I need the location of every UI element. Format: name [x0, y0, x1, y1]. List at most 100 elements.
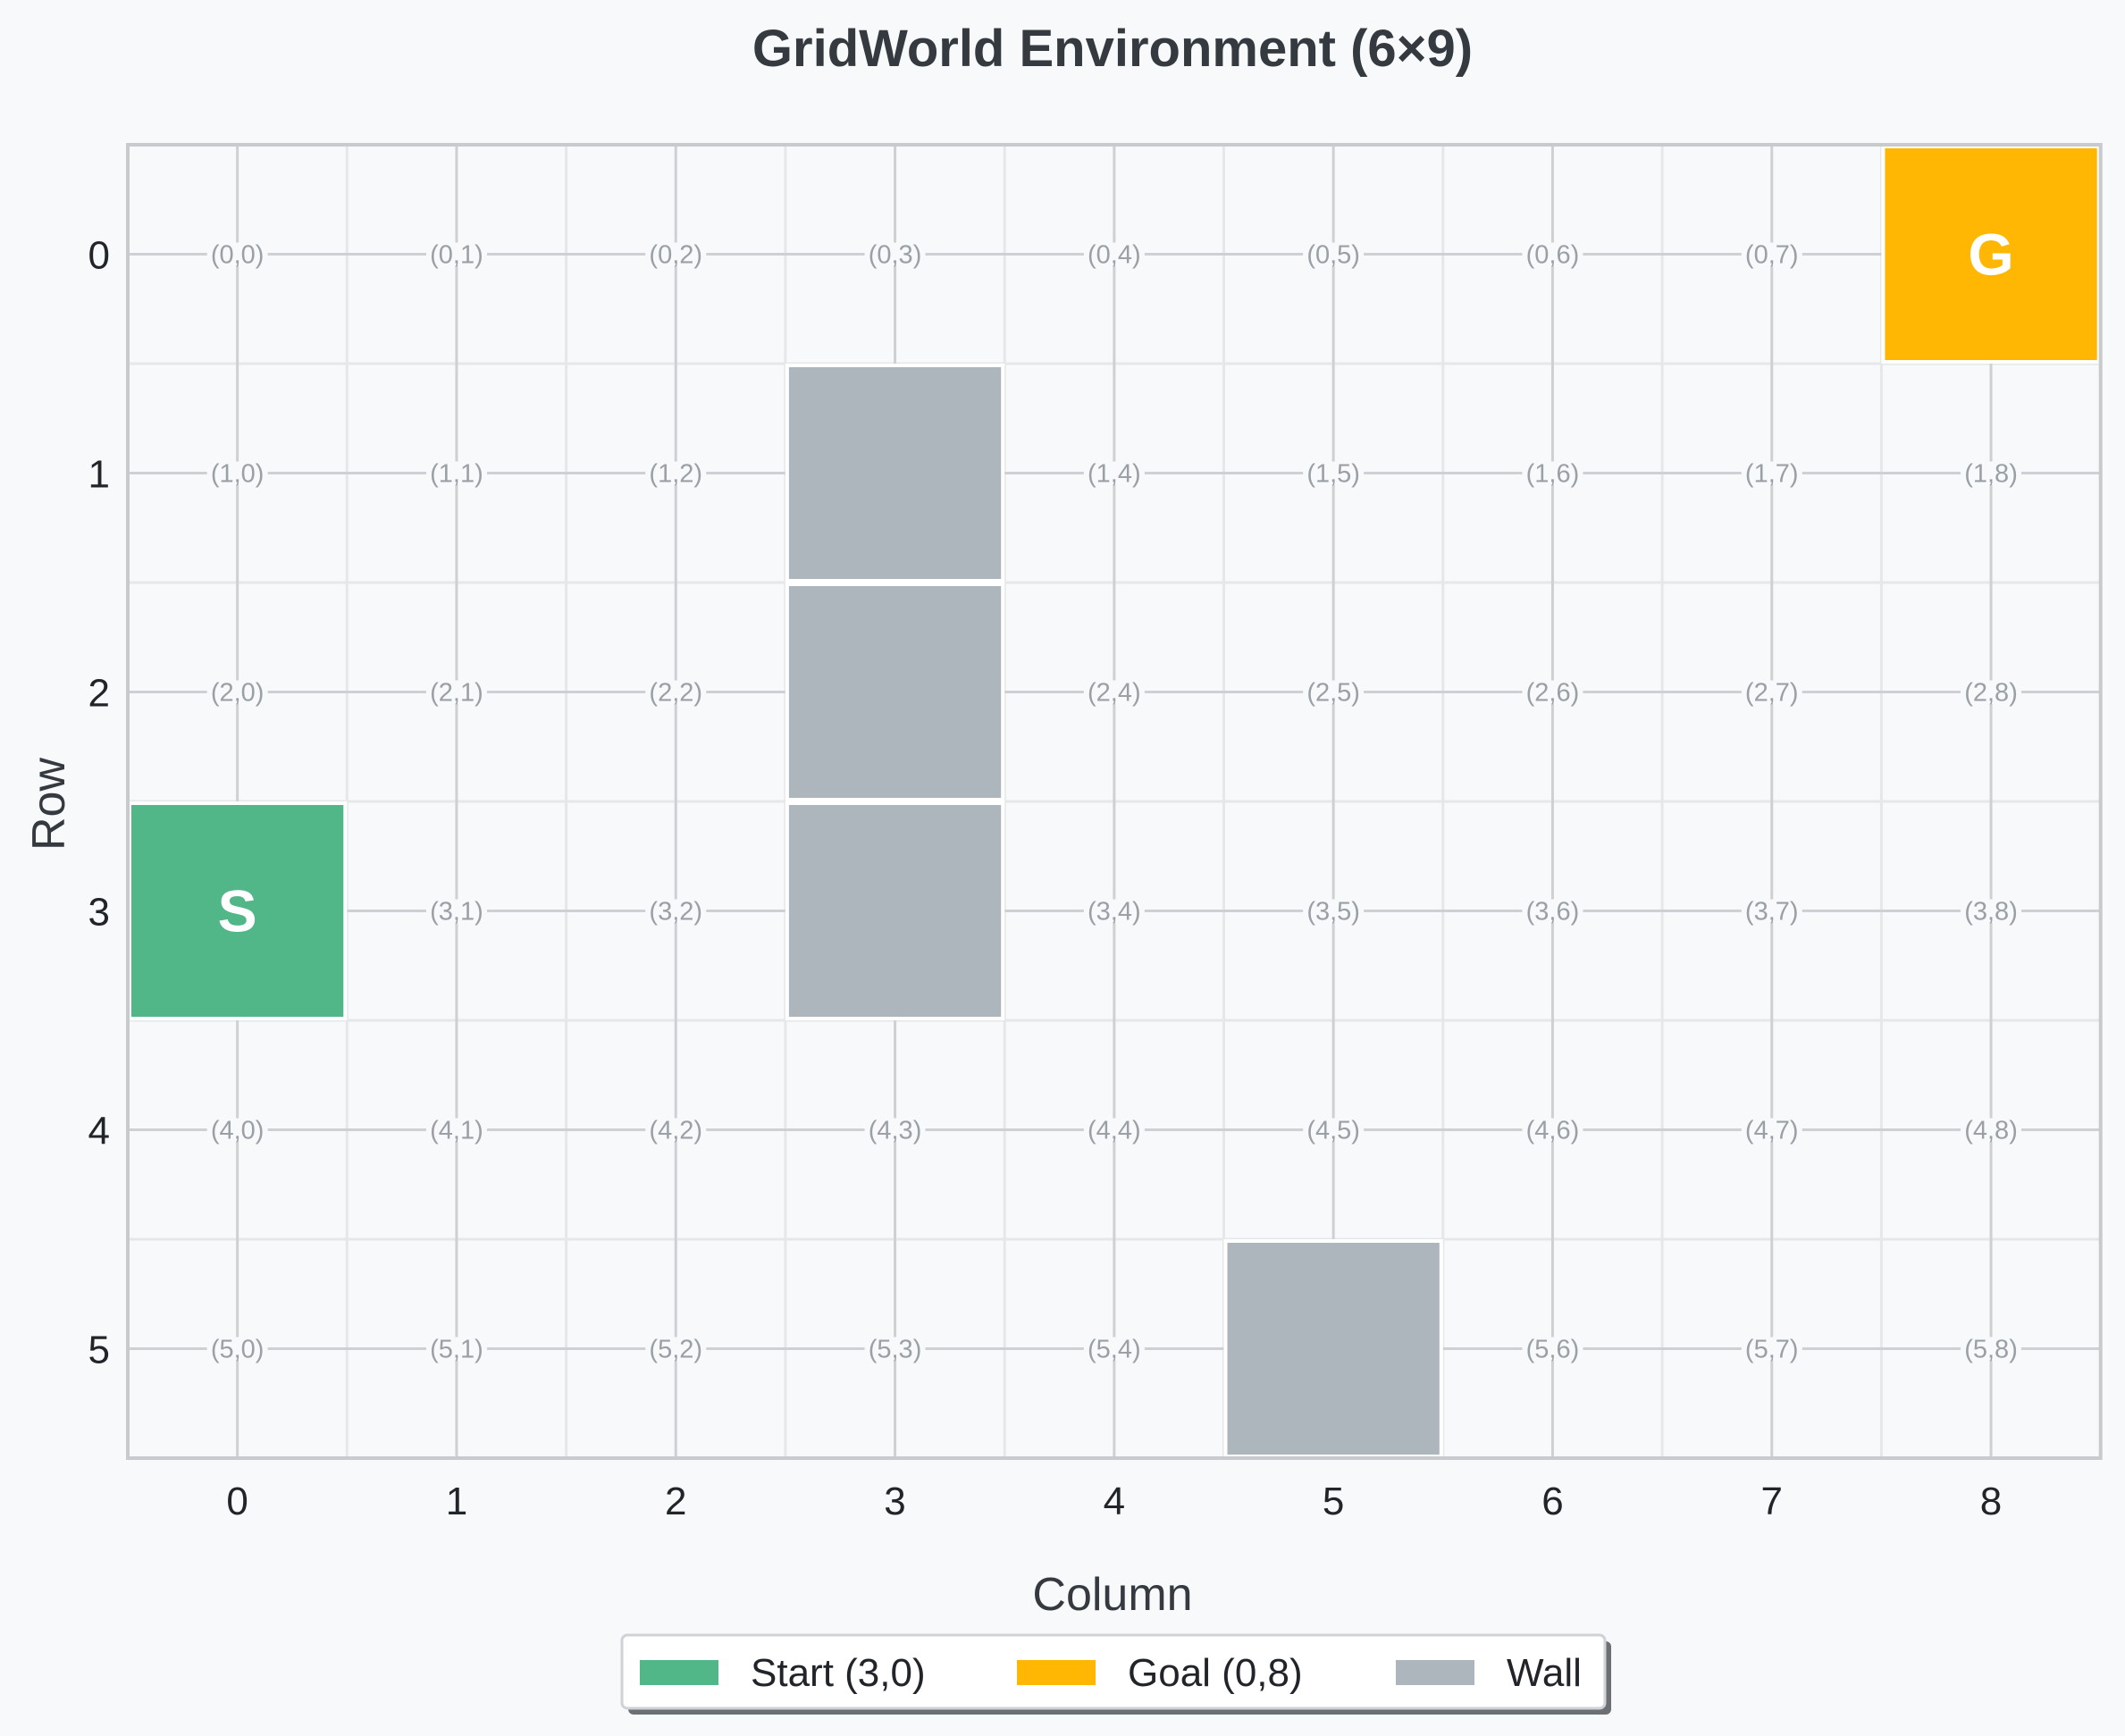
cell-label-background [645, 1118, 707, 1142]
cell-coordinate-label: (0,3) [869, 241, 922, 270]
cell-label-background [1961, 461, 2022, 485]
cell-label-background [1741, 680, 1802, 704]
cell-label-background [1741, 461, 1802, 485]
cell-label-background [1303, 242, 1365, 266]
start-cell [128, 801, 348, 1020]
y-axis-label: Row [23, 758, 75, 851]
cell-label-background [1961, 899, 2022, 923]
cell-label-background [1961, 1118, 2022, 1142]
cell-label-background [1961, 680, 2022, 704]
cell-coordinate-label: (4,1) [430, 1117, 483, 1145]
cell-label-background [1522, 461, 1583, 485]
cell-coordinate-label: (2,1) [430, 679, 483, 708]
cell-coordinate-label: (4,7) [1745, 1117, 1799, 1145]
cell-label-background [206, 461, 268, 485]
legend-entry-label: Wall [1507, 1651, 1582, 1695]
cell-coordinate-label: (0,7) [1745, 241, 1799, 270]
cell-label-background [1741, 899, 1802, 923]
cell-coordinate-label: (2,2) [649, 679, 702, 708]
cell-coordinate-label: (2,6) [1526, 679, 1580, 708]
cell-label-background [206, 680, 268, 704]
cell-label-background [1961, 1337, 2022, 1361]
cell-label-background [1083, 680, 1145, 704]
goal-cell [1881, 145, 2101, 364]
cell-coordinate-label: (4,3) [869, 1117, 922, 1145]
cell-label-background [425, 899, 487, 923]
cell-label-background [645, 899, 707, 923]
cell-coordinate-label: (5,3) [869, 1336, 922, 1364]
cell-coordinate-label: (2,8) [1964, 679, 2018, 708]
wall-cell [785, 364, 1005, 583]
cell-label-background [1741, 1337, 1802, 1361]
cell-coordinate-label: (3,2) [649, 898, 702, 927]
cell-coordinate-label: (0,6) [1526, 241, 1580, 270]
wall-cell [785, 583, 1005, 801]
cell-coordinate-label: (0,1) [430, 241, 483, 270]
cell-label-background [206, 1118, 268, 1142]
cell-label-background [425, 461, 487, 485]
x-tick-label: 5 [1323, 1480, 1344, 1523]
cell-coordinate-label: (5,0) [211, 1336, 265, 1364]
legend-swatch [1017, 1660, 1096, 1685]
cell-label-background [1083, 899, 1145, 923]
cell-label-background [1522, 899, 1583, 923]
cell-label-background [1741, 1118, 1802, 1142]
y-tick-label: 2 [88, 672, 110, 716]
cell-label-background [1522, 1118, 1583, 1142]
wall-cell [785, 801, 1005, 1020]
cell-coordinate-label: (1,0) [211, 460, 265, 489]
y-tick-label: 1 [88, 453, 110, 497]
cell-coordinate-label: (5,8) [1964, 1336, 2018, 1364]
cell-coordinate-label: (3,6) [1526, 898, 1580, 927]
cell-label-background [206, 1337, 268, 1361]
cell-label-background [1083, 1118, 1145, 1142]
plot-frame [126, 143, 2103, 1460]
cell-label-background [1741, 242, 1802, 266]
cell-label-background [425, 242, 487, 266]
x-tick-label: 1 [446, 1480, 467, 1523]
cell-label-background [425, 1337, 487, 1361]
cell-label-background [1303, 680, 1365, 704]
cell-label-background [645, 1337, 707, 1361]
cell-coordinate-label: (2,7) [1745, 679, 1799, 708]
cell-coordinate-label: (2,0) [211, 679, 265, 708]
cell-coordinate-label: (4,5) [1306, 1117, 1360, 1145]
y-tick-label: 4 [88, 1110, 110, 1153]
cell-label-background [1303, 461, 1365, 485]
x-axis-label: Column [1032, 1569, 1192, 1621]
legend-swatch [1396, 1660, 1474, 1685]
cell-coordinate-label: (0,5) [1306, 241, 1360, 270]
wall-cell [1223, 1239, 1443, 1458]
cell-coordinate-label: (4,0) [211, 1117, 265, 1145]
cell-coordinate-label: (0,0) [211, 241, 265, 270]
cell-coordinate-label: (1,4) [1088, 460, 1141, 489]
cell-coordinate-label: (5,6) [1526, 1336, 1580, 1364]
cell-coordinate-label: (1,8) [1964, 460, 2018, 489]
x-tick-label: 0 [226, 1480, 248, 1523]
cell-coordinate-label: (2,5) [1306, 679, 1360, 708]
cell-label-background [206, 242, 268, 266]
cell-coordinate-label: (1,2) [649, 460, 702, 489]
cell-coordinate-label: (4,2) [649, 1117, 702, 1145]
y-tick-label: 3 [88, 891, 110, 935]
cell-label-background [1303, 899, 1365, 923]
plot-area: (0,0) (0,1) (0,2) (0,3) (0,4) (0,5) (0,6) (0,7)… [88, 143, 2103, 1523]
legend-swatch [640, 1660, 718, 1685]
cell-coordinate-label: (3,5) [1306, 898, 1360, 927]
chart-title: GridWorld Environment (6×9) [752, 20, 1473, 78]
cell-coordinate-label: (5,1) [430, 1336, 483, 1364]
cell-label-background [864, 1337, 926, 1361]
cell-label-background [1522, 1337, 1583, 1361]
cell-coordinate-label: (3,1) [430, 898, 483, 927]
cell-coordinate-label: (1,5) [1306, 460, 1360, 489]
cell-label-background [425, 1118, 487, 1142]
start-marker-label: S [218, 878, 257, 944]
x-tick-label: 2 [665, 1480, 686, 1523]
x-tick-label: 8 [1980, 1480, 2002, 1523]
x-tick-label: 3 [884, 1480, 905, 1523]
cell-label-background [1522, 242, 1583, 266]
cell-label-background [864, 242, 926, 266]
legend-box [620, 1633, 1607, 1710]
cell-coordinate-label: (3,7) [1745, 898, 1799, 927]
